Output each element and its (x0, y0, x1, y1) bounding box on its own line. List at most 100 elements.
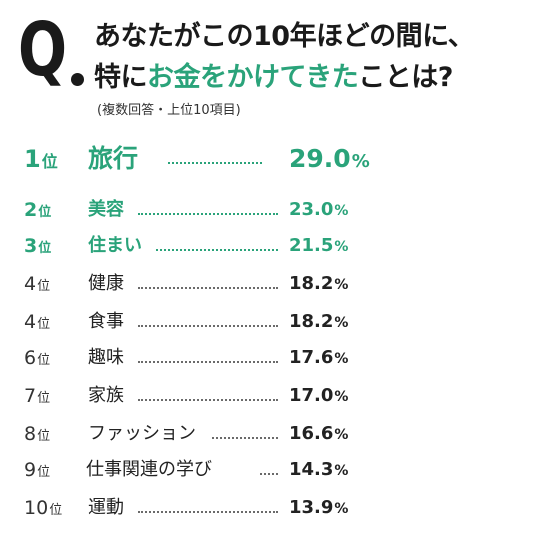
value-number: 18.2 (289, 273, 334, 294)
rank-number: 4位 (24, 308, 50, 339)
value-unit: % (334, 463, 349, 479)
rank-suffix: 位 (37, 429, 51, 444)
rank-suffix: 位 (37, 317, 51, 332)
rank-suffix: 位 (49, 503, 63, 518)
rank-number: 2位 (24, 196, 51, 227)
value-unit: % (334, 277, 349, 293)
rank-number: 7位 (24, 382, 50, 413)
item-value: 17.0% (289, 382, 348, 411)
dotted-leader (168, 162, 262, 164)
value-unit: % (334, 389, 349, 405)
rank-number: 6位 (24, 344, 50, 375)
rank-digit: 6 (24, 347, 37, 369)
dotted-leader (138, 361, 278, 363)
value-number: 23.0 (289, 199, 334, 220)
value-number: 17.6 (289, 347, 334, 368)
item-value: 21.5% (289, 232, 348, 261)
value-number: 14.3 (289, 459, 334, 480)
question-line-2: 特にお金をかけてきたことは? (94, 55, 453, 94)
item-value: 16.6% (289, 420, 348, 449)
rank-digit: 9 (24, 459, 37, 481)
item-value: 13.9% (289, 494, 348, 523)
item-value: 23.0% (289, 196, 348, 225)
item-value: 14.3% (289, 456, 348, 485)
value-number: 17.0 (289, 385, 334, 406)
item-label: 食事 (88, 311, 124, 332)
question-header: Q あなたがこの10年ほどの間に、 特にお金をかけてきたことは? (複数回答・上… (0, 0, 553, 130)
rank-digit: 7 (24, 385, 37, 407)
dotted-leader (138, 511, 278, 513)
dotted-leader (260, 473, 278, 475)
question-line-1: あなたがこの10年ほどの間に、 (94, 21, 475, 52)
rank-number: 8位 (24, 420, 50, 451)
item-label: 仕事関連の学び (86, 459, 212, 480)
dotted-leader (138, 399, 278, 401)
rank-digit: 2 (24, 199, 38, 221)
item-label: 家族 (88, 385, 124, 406)
rank-digit: 1 (24, 145, 41, 173)
rank-suffix: 位 (38, 205, 52, 220)
rank-number: 9位 (24, 456, 50, 487)
rank-row-3: 3位 住まい 21.5% (0, 232, 553, 260)
question-line-2-suffix: ことは? (358, 62, 453, 93)
rank-row-4: 4位 健康 18.2% (0, 270, 553, 298)
item-label: 健康 (88, 273, 124, 294)
dotted-leader (138, 213, 278, 215)
value-unit: % (334, 315, 349, 331)
q-dot-icon (71, 73, 84, 86)
rank-number: 10位 (24, 494, 62, 525)
value-unit: % (351, 151, 370, 172)
rank-number: 3位 (24, 232, 51, 263)
question-line-2-prefix: 特に (94, 62, 148, 93)
rank-digit: 10 (24, 497, 49, 519)
item-label: 美容 (88, 199, 124, 220)
item-value: 18.2% (289, 270, 348, 299)
rank-row-10: 10位 運動 13.9% (0, 494, 553, 522)
dotted-leader (138, 287, 278, 289)
rank-row-1: 1位 旅行 29.0% (0, 142, 553, 176)
rank-row-6: 6位 趣味 17.6% (0, 344, 553, 372)
item-label: 旅行 (88, 144, 139, 173)
rank-number: 4位 (24, 270, 50, 301)
value-number: 21.5 (289, 235, 334, 256)
dotted-leader (138, 325, 278, 327)
rank-row-5: 4位 食事 18.2% (0, 308, 553, 336)
value-number: 29.0 (289, 144, 351, 173)
question-note: (複数回答・上位10項目) (97, 103, 241, 118)
rank-number: 1位 (24, 142, 58, 179)
dotted-leader (212, 437, 278, 439)
item-label: 趣味 (88, 347, 124, 368)
item-label: 住まい (88, 235, 142, 256)
item-label: 運動 (88, 497, 124, 518)
rank-suffix: 位 (37, 279, 51, 294)
value-number: 18.2 (289, 311, 334, 332)
rank-row-2: 2位 美容 23.0% (0, 196, 553, 224)
rank-suffix: 位 (37, 465, 51, 480)
item-value: 17.6% (289, 344, 348, 373)
value-unit: % (334, 427, 349, 443)
item-label: ファッション (88, 423, 196, 444)
item-value: 29.0% (289, 142, 370, 179)
value-unit: % (334, 351, 349, 367)
value-unit: % (334, 203, 349, 219)
value-number: 16.6 (289, 423, 334, 444)
rank-digit: 4 (24, 273, 37, 295)
rank-suffix: 位 (41, 152, 58, 171)
rank-suffix: 位 (38, 241, 52, 256)
item-value: 18.2% (289, 308, 348, 337)
rank-row-9: 9位 仕事関連の学び 14.3% (0, 456, 553, 484)
q-mark: Q (18, 7, 68, 93)
rank-suffix: 位 (37, 391, 51, 406)
rank-suffix: 位 (37, 353, 51, 368)
dotted-leader (156, 249, 278, 251)
rank-row-8: 8位 ファッション 16.6% (0, 420, 553, 448)
value-unit: % (334, 239, 349, 255)
value-unit: % (334, 501, 349, 517)
question-highlight: お金をかけてきた (147, 62, 359, 93)
value-number: 13.9 (289, 497, 334, 518)
rank-digit: 3 (24, 235, 38, 257)
rank-row-7: 7位 家族 17.0% (0, 382, 553, 410)
rank-digit: 4 (24, 311, 37, 333)
rank-digit: 8 (24, 423, 37, 445)
